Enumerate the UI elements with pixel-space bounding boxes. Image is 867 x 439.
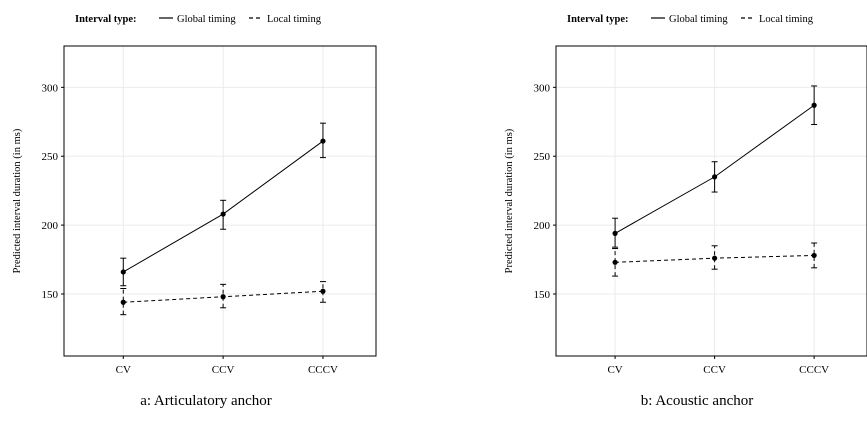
x-tick-label: CCV xyxy=(212,364,235,376)
legend-title: Interval type: xyxy=(567,14,629,25)
y-tick-label: 300 xyxy=(42,82,59,94)
data-point xyxy=(120,299,126,305)
y-tick-label: 300 xyxy=(534,82,551,94)
y-tick-label: 250 xyxy=(42,151,59,163)
data-point xyxy=(712,255,718,261)
x-tick-label: CCV xyxy=(703,364,726,376)
plot-frame xyxy=(63,45,377,357)
y-tick-label: 150 xyxy=(42,289,59,301)
data-point xyxy=(320,288,326,294)
plot-frame xyxy=(555,45,867,357)
data-point xyxy=(612,259,618,265)
legend-title: Interval type: xyxy=(75,14,137,25)
data-point xyxy=(811,102,817,108)
data-point xyxy=(220,211,226,217)
data-point xyxy=(612,230,618,236)
legend-label-global: Global timing xyxy=(669,14,728,25)
legend-label-local: Local timing xyxy=(759,14,814,25)
legend: Interval type: Global timing Local timing xyxy=(75,14,322,25)
panel-b: 150 200 250 300 CV CCV CCCV Predicted interval … xyxy=(504,14,867,409)
y-axis-label: Predicted interval duration (in ms) xyxy=(12,128,23,273)
data-point xyxy=(712,174,718,180)
y-tick-label: 200 xyxy=(534,220,551,232)
y-tick-label: 250 xyxy=(534,151,551,163)
x-tick-label: CV xyxy=(607,364,622,376)
data-point xyxy=(811,252,817,259)
legend: Interval type: Global timing Local timing xyxy=(567,14,814,25)
x-tick-label: CCCV xyxy=(308,364,338,376)
legend-label-local: Local timing xyxy=(267,14,322,25)
data-point xyxy=(320,138,326,144)
x-tick-label: CV xyxy=(116,364,131,376)
panel-caption: b: Acoustic anchor xyxy=(641,393,753,409)
panel-a: 150 200 250 300 CV CCV CCCV Predicted interval … xyxy=(12,14,377,409)
legend-label-global: Global timing xyxy=(177,14,236,25)
y-axis-label: Predicted interval duration (in ms) xyxy=(504,128,515,273)
data-point xyxy=(220,294,226,300)
y-tick-label: 150 xyxy=(534,289,551,301)
y-tick-label: 200 xyxy=(42,220,59,232)
panel-caption: a: Articulatory anchor xyxy=(140,393,272,409)
x-tick-label: CCCV xyxy=(799,364,829,376)
data-point xyxy=(120,269,126,275)
